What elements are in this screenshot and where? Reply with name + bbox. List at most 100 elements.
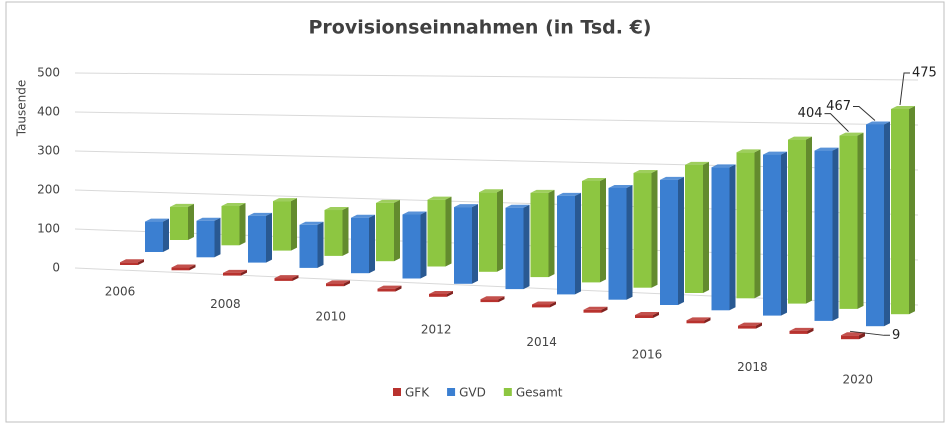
bar-top xyxy=(839,132,864,136)
bar xyxy=(480,296,505,303)
bar xyxy=(274,275,299,281)
bar-front xyxy=(738,325,756,329)
bar-side xyxy=(678,176,684,305)
bar-side xyxy=(729,164,736,311)
data-label: 467 xyxy=(826,99,851,114)
data-label: 9 xyxy=(892,328,900,343)
bar-top xyxy=(788,136,812,140)
bar-front xyxy=(686,320,705,324)
bar-front xyxy=(120,262,138,265)
bar-front xyxy=(789,330,808,334)
bar-top xyxy=(557,192,581,196)
bar-top xyxy=(635,312,659,316)
bar-top xyxy=(583,306,608,310)
bar-front xyxy=(788,139,806,304)
bar-side xyxy=(420,211,427,279)
bar-side xyxy=(523,204,530,290)
bar-front xyxy=(583,309,602,313)
data-label: 475 xyxy=(912,66,937,81)
x-tick-label: 2016 xyxy=(632,348,663,362)
bar-side xyxy=(239,203,246,246)
bar-side xyxy=(292,275,299,281)
leader-line xyxy=(824,113,849,132)
bar-top xyxy=(711,164,736,168)
bar xyxy=(763,151,787,316)
x-tick-label: 2008 xyxy=(210,297,241,311)
bar-front xyxy=(660,179,678,305)
bar xyxy=(120,259,144,265)
x-tick-label: 2012 xyxy=(421,322,452,336)
bar-top xyxy=(505,204,530,208)
bar-top xyxy=(326,280,350,284)
y-tick-label: 100 xyxy=(37,222,60,236)
bar-side xyxy=(394,199,400,262)
bar-front xyxy=(223,272,241,276)
bar xyxy=(814,147,839,321)
bar-front xyxy=(145,221,163,252)
y-tick-label: 200 xyxy=(37,183,60,197)
bar-top xyxy=(480,296,505,300)
bar xyxy=(324,207,349,256)
bar-side xyxy=(344,280,350,287)
grid-line xyxy=(74,111,919,126)
legend-label: GFK xyxy=(405,386,430,400)
bar-front xyxy=(814,150,833,321)
bar xyxy=(196,217,221,258)
bar-top xyxy=(376,199,400,203)
bar-side xyxy=(189,264,196,271)
bar-side xyxy=(317,221,324,268)
bar-side xyxy=(704,317,711,324)
y-tick-label: 0 xyxy=(52,261,60,275)
bar-side xyxy=(395,285,402,292)
bar-side xyxy=(651,170,658,288)
y-tick-label: 300 xyxy=(37,144,60,158)
bar-top xyxy=(351,214,375,218)
legend-swatch xyxy=(447,388,456,396)
bar-top xyxy=(633,170,658,174)
bar-front xyxy=(635,315,653,318)
bar-top xyxy=(789,327,814,331)
bar xyxy=(170,203,194,240)
bar-top xyxy=(454,204,478,208)
bar-top xyxy=(402,211,427,215)
bar xyxy=(841,332,865,340)
bar xyxy=(736,149,761,299)
bar-front xyxy=(557,195,575,295)
bar-front xyxy=(763,154,781,316)
bar-side xyxy=(497,189,503,272)
bar-front xyxy=(582,180,600,283)
bar-top xyxy=(891,106,915,109)
bar xyxy=(429,290,453,297)
bar-side xyxy=(472,204,478,284)
x-tick-label: 2010 xyxy=(316,310,347,324)
bar-top xyxy=(582,177,606,181)
bar xyxy=(891,106,915,315)
bar xyxy=(221,203,246,246)
bar-side xyxy=(342,207,349,256)
bar-front xyxy=(427,199,446,267)
bar-top xyxy=(479,189,503,193)
x-tick-label: 2018 xyxy=(737,360,768,374)
bar-top xyxy=(120,259,144,263)
bar xyxy=(402,211,427,279)
bar-side xyxy=(548,189,555,278)
bar xyxy=(633,170,658,288)
leader-line xyxy=(899,72,910,106)
bar xyxy=(326,280,350,287)
bar-side xyxy=(626,184,633,300)
bar-side xyxy=(857,132,864,309)
bar-top xyxy=(427,196,452,200)
bar-side xyxy=(163,218,169,252)
bar-top xyxy=(274,275,299,279)
bar-side xyxy=(138,259,144,265)
bar-front xyxy=(866,124,884,327)
bar xyxy=(608,184,633,300)
bar xyxy=(248,212,272,263)
bar-top xyxy=(324,207,349,211)
bar xyxy=(351,214,375,274)
bar-top xyxy=(814,147,839,151)
bar-front xyxy=(685,164,703,293)
leader-line xyxy=(853,105,876,121)
bar-top xyxy=(532,301,556,305)
